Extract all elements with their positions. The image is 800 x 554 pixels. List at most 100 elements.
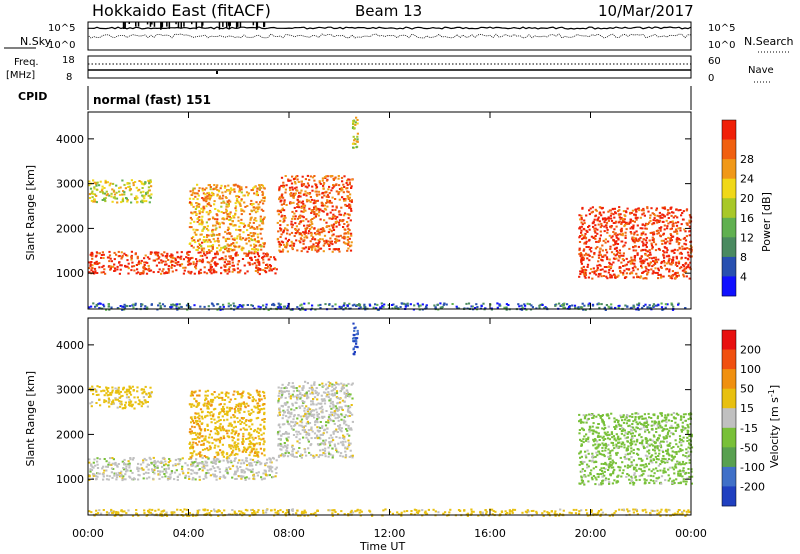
data-cell <box>258 411 261 414</box>
data-cell <box>618 266 621 269</box>
data-cell <box>93 262 96 264</box>
data-cell <box>117 474 120 477</box>
data-cell <box>301 247 304 250</box>
data-cell <box>666 225 669 228</box>
data-cell <box>250 433 253 436</box>
data-cell <box>647 271 650 274</box>
data-cell <box>344 199 347 202</box>
data-cell <box>346 249 349 252</box>
data-cell <box>346 183 349 186</box>
data-cell <box>290 408 293 411</box>
data-cell <box>157 251 160 254</box>
data-cell <box>256 227 259 230</box>
data-cell <box>267 465 270 468</box>
data-cell <box>216 218 219 221</box>
data-cell <box>345 182 348 184</box>
data-cell <box>227 226 230 229</box>
data-cell <box>268 469 271 472</box>
data-cell <box>184 474 188 477</box>
data-cell <box>209 211 212 214</box>
data-cell <box>235 430 238 433</box>
data-cell <box>113 270 116 272</box>
data-cell <box>144 471 148 474</box>
data-cell <box>247 261 250 264</box>
data-cell <box>283 387 286 390</box>
data-cell <box>106 394 109 397</box>
data-cell <box>257 255 261 258</box>
data-cell <box>598 263 601 266</box>
data-cell <box>302 216 305 219</box>
data-cell <box>237 461 240 464</box>
data-cell <box>337 383 340 386</box>
data-cell <box>624 223 627 226</box>
data-cell <box>302 219 305 222</box>
data-cell <box>175 469 178 472</box>
data-cell <box>231 264 234 267</box>
data-cell <box>335 429 338 432</box>
data-cell <box>209 270 212 273</box>
data-cell <box>234 452 237 455</box>
data-cell <box>296 422 299 425</box>
data-cell <box>207 245 210 248</box>
data-cell <box>673 230 676 233</box>
data-cell <box>104 200 107 203</box>
data-cell <box>335 190 338 193</box>
data-cell <box>116 268 119 271</box>
data-cell <box>92 200 95 203</box>
data-cell <box>229 447 232 450</box>
data-cell <box>289 194 292 197</box>
data-cell <box>88 267 91 270</box>
data-cell <box>236 271 240 274</box>
data-cell <box>143 197 146 200</box>
data-cell <box>125 197 128 200</box>
data-cell <box>250 469 253 472</box>
data-cell <box>246 270 249 273</box>
data-cell <box>280 240 283 243</box>
data-cell <box>211 462 215 464</box>
data-cell <box>191 425 194 428</box>
data-cell <box>603 270 606 273</box>
data-cell <box>92 387 95 390</box>
data-cell <box>587 303 590 306</box>
data-cell <box>644 265 647 268</box>
data-cell <box>302 202 305 205</box>
data-cell <box>315 245 318 248</box>
data-cell <box>285 228 288 231</box>
data-cell <box>99 307 102 310</box>
data-cell <box>675 255 678 258</box>
data-cell <box>642 212 645 215</box>
data-cell <box>130 257 133 260</box>
data-cell <box>262 186 265 189</box>
data-cell <box>198 260 201 263</box>
data-cell <box>356 138 359 141</box>
data-cell <box>282 203 286 205</box>
data-cell <box>195 248 198 251</box>
data-cell <box>338 219 342 222</box>
data-cell <box>351 420 354 423</box>
data-cell <box>261 184 264 187</box>
data-cell <box>190 469 193 471</box>
data-cell <box>118 392 121 395</box>
data-cell <box>286 432 289 435</box>
data-cell <box>603 221 606 224</box>
data-cell <box>278 243 281 246</box>
data-cell <box>193 415 196 418</box>
data-cell <box>294 401 297 404</box>
data-cell <box>115 253 118 256</box>
data-cell <box>89 264 92 267</box>
data-cell <box>118 190 121 193</box>
data-cell <box>208 433 211 436</box>
data-cell <box>194 195 197 198</box>
data-cell <box>322 184 325 187</box>
data-cell <box>331 403 335 406</box>
data-cell <box>203 428 207 430</box>
data-cell <box>158 256 161 259</box>
data-cell <box>243 410 246 413</box>
data-cell <box>344 242 347 245</box>
data-cell <box>225 217 228 220</box>
data-cell <box>145 268 148 271</box>
data-cell <box>138 260 141 263</box>
data-cell <box>617 221 620 224</box>
data-cell <box>214 426 217 429</box>
data-cell <box>231 436 234 439</box>
